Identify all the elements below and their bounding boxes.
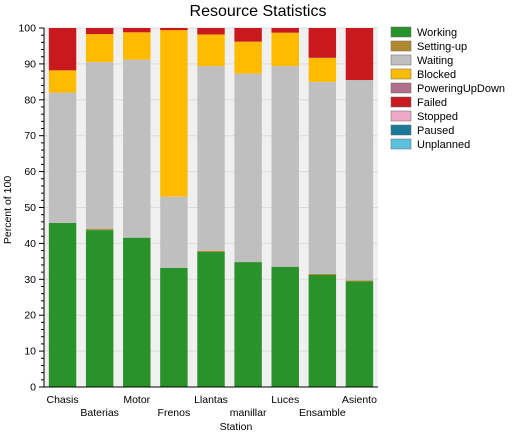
legend-swatch	[390, 96, 412, 108]
x-tick-label: Asiento	[342, 394, 377, 406]
x-tick-label: Llantas	[194, 394, 228, 406]
bar-segment	[85, 62, 114, 230]
legend-swatch	[390, 68, 412, 80]
bar-segment	[308, 57, 337, 82]
legend-swatch	[390, 54, 412, 66]
legend-swatch	[390, 26, 412, 38]
bar-segment	[85, 28, 114, 35]
bar-segment	[234, 28, 262, 42]
legend-label: PoweringUpDown	[417, 83, 505, 95]
bar-segment	[123, 59, 151, 238]
bar-segment	[271, 32, 299, 67]
x-tick-label: Baterias	[80, 407, 119, 419]
bar-segment	[308, 273, 337, 275]
bar-segment	[234, 73, 262, 263]
bar-segment	[123, 237, 151, 387]
bar-segment	[345, 281, 374, 387]
bar-segment	[345, 280, 374, 282]
bar-segment	[197, 252, 225, 387]
bar-segment	[160, 28, 188, 31]
legend-swatch	[390, 110, 412, 122]
y-tick-label: 40	[24, 238, 36, 250]
bar-segment	[345, 28, 374, 81]
legend: Working Setting-up Waiting Blocked PoweringU…	[390, 26, 505, 151]
bar-segment	[197, 250, 225, 253]
legend-swatch	[390, 138, 412, 150]
bar-segment	[197, 28, 225, 35]
legend-label: Blocked	[417, 69, 456, 81]
y-tick-label: 30	[24, 274, 36, 286]
x-tick-label: Ensamble	[299, 407, 346, 419]
bar-segment	[271, 28, 299, 33]
x-tick-label: Motor	[123, 394, 150, 406]
bar-segment	[160, 30, 188, 197]
legend-label: Working	[417, 27, 457, 39]
y-tick-label: 60	[24, 166, 36, 178]
legend-swatch	[390, 82, 412, 94]
bar-segment	[160, 196, 188, 268]
bar-segment	[48, 70, 77, 93]
y-tick-label: 20	[24, 310, 36, 322]
legend-label: Waiting	[417, 55, 453, 67]
bar-segment	[123, 32, 151, 60]
bar-segment	[48, 92, 77, 223]
bar-segment	[48, 28, 77, 71]
bar-segment	[85, 230, 114, 387]
bar-segment	[345, 80, 374, 281]
bar-segment	[308, 81, 337, 274]
y-tick-label: 10	[24, 346, 36, 358]
bar-segment	[234, 262, 262, 387]
bar-segment	[308, 274, 337, 387]
bar-segment	[197, 34, 225, 67]
bar-segment	[85, 229, 114, 231]
legend-label: Stopped	[417, 111, 458, 123]
y-tick-label: 0	[30, 382, 36, 394]
x-tick-label: Luces	[271, 394, 299, 406]
x-tick-label: Chasis	[47, 394, 79, 406]
legend-label: Setting-up	[417, 41, 467, 53]
x-tick-label: manillar	[230, 407, 267, 419]
legend-label: Unplanned	[417, 139, 470, 151]
legend-label: Paused	[417, 125, 454, 137]
bar-segment	[48, 222, 77, 387]
bar-segment	[160, 267, 188, 387]
bar-segment	[308, 28, 337, 58]
y-tick-label: 80	[24, 94, 36, 106]
bar-segment	[271, 66, 299, 267]
bar-segment	[123, 28, 151, 33]
y-axis-title: Percent of 100	[2, 176, 14, 244]
x-axis-title: Station	[220, 421, 253, 433]
legend-swatch	[390, 40, 412, 52]
y-tick-label: 50	[24, 202, 36, 214]
bar-segment	[197, 66, 225, 251]
y-tick-label: 100	[18, 23, 36, 35]
bar-segment	[271, 266, 299, 387]
y-tick-label: 70	[24, 130, 36, 142]
legend-swatch	[390, 124, 412, 136]
bar-segment	[85, 34, 114, 63]
legend-label: Failed	[417, 97, 447, 109]
chart-title: Resource Statistics	[190, 3, 327, 20]
bar-segment	[234, 41, 262, 74]
x-tick-label: Frenos	[158, 407, 191, 419]
y-tick-label: 90	[24, 58, 36, 70]
